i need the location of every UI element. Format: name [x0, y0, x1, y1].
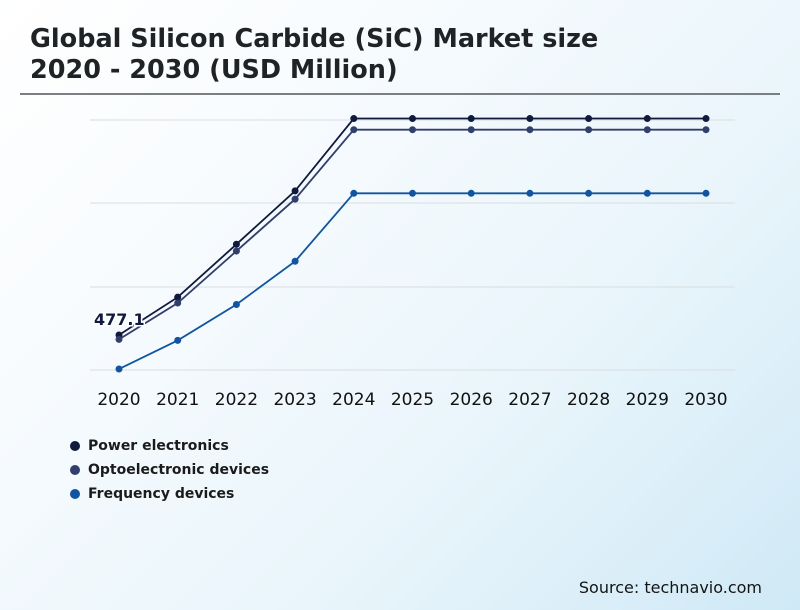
- legend-marker: [70, 489, 80, 499]
- data-point: [291, 195, 299, 203]
- data-point: [232, 300, 240, 308]
- data-point: [291, 187, 299, 195]
- data-point: [409, 126, 416, 134]
- data-point: [585, 115, 593, 123]
- data-point: [585, 126, 593, 134]
- x-tick-label: 2021: [156, 390, 199, 410]
- x-tick-label: 2028: [567, 390, 610, 410]
- data-point: [174, 299, 182, 307]
- title-line-2: 2020 - 2030 (USD Million): [30, 55, 398, 85]
- data-point: [350, 115, 358, 123]
- data-point: [643, 126, 651, 134]
- data-point: [702, 115, 710, 123]
- data-point: [409, 115, 416, 123]
- data-point: [585, 189, 593, 197]
- chart-title: Global Silicon Carbide (SiC) Market size…: [30, 24, 750, 86]
- data-point: [702, 189, 710, 197]
- x-tick-label: 2025: [391, 390, 434, 410]
- title-divider: [20, 93, 780, 95]
- series-line: [118, 192, 706, 370]
- x-tick-label: 2026: [450, 390, 493, 410]
- data-point: [409, 189, 416, 197]
- data-point: [174, 293, 182, 301]
- data-point: [526, 115, 534, 123]
- legend-label: Optoelectronic devices: [88, 462, 270, 478]
- legend-item-power-electronics: Power electronics: [70, 434, 269, 458]
- title-line-1: Global Silicon Carbide (SiC) Market size: [30, 24, 599, 54]
- legend-label: Power electronics: [88, 438, 229, 454]
- data-label: 477.1: [94, 310, 145, 329]
- data-point: [526, 189, 534, 197]
- data-point: [350, 126, 358, 134]
- legend-item-frequency-devices: Frequency devices: [70, 482, 269, 506]
- legend-label: Frequency devices: [88, 486, 235, 502]
- data-point: [467, 115, 475, 123]
- x-tick-label: 2027: [508, 390, 551, 410]
- x-tick-label: 2022: [215, 390, 258, 410]
- source-note: Source: technavio.com: [578, 578, 762, 597]
- x-tick-label: 2023: [273, 390, 316, 410]
- x-tick-label: 2020: [97, 390, 140, 410]
- series-line: [118, 117, 706, 336]
- data-point: [643, 115, 651, 123]
- legend-marker: [70, 441, 80, 451]
- series-line: [118, 128, 706, 341]
- data-point: [350, 189, 358, 197]
- data-point: [643, 189, 651, 197]
- data-point: [232, 240, 240, 248]
- x-tick-label: 2029: [626, 390, 669, 410]
- legend-marker: [70, 465, 80, 475]
- data-point: [467, 189, 475, 197]
- legend-item-optoelectronic-devices: Optoelectronic devices: [70, 458, 269, 482]
- data-point: [467, 126, 475, 134]
- x-tick-label: 2024: [332, 390, 375, 410]
- data-point: [115, 335, 123, 343]
- data-point: [526, 126, 534, 134]
- data-point: [702, 126, 710, 134]
- data-point: [115, 365, 123, 373]
- legend: Power electronics Optoelectronic devices…: [70, 434, 269, 506]
- data-point: [174, 336, 182, 344]
- x-tick-label: 2030: [684, 390, 727, 410]
- data-point: [232, 247, 240, 255]
- data-point: [291, 257, 299, 265]
